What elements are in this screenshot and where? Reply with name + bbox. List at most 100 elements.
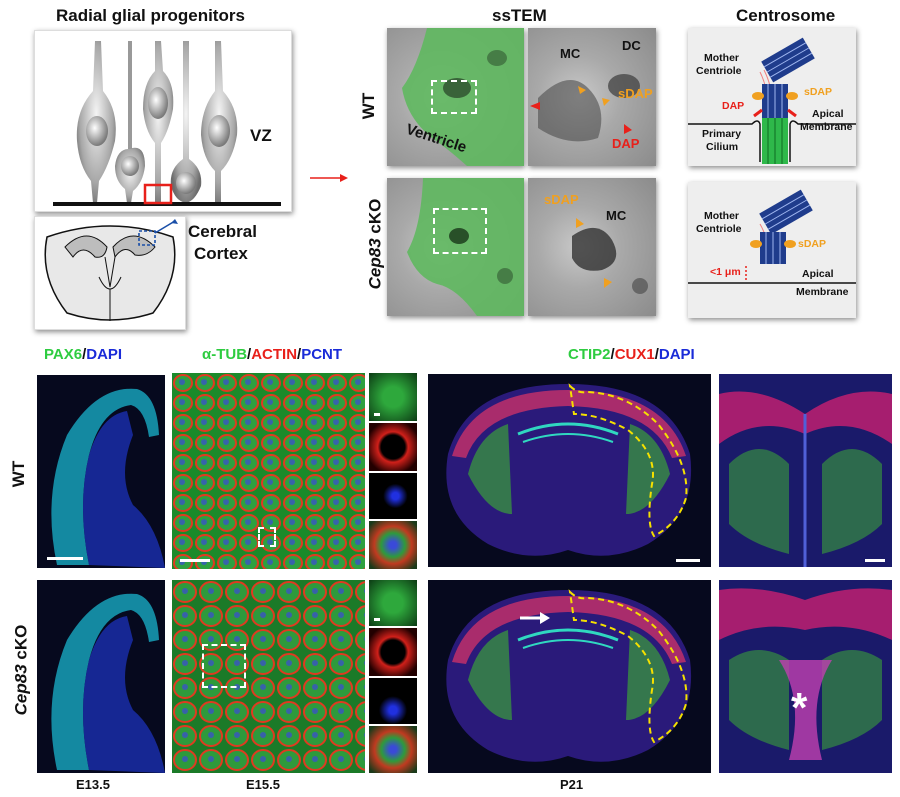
wt-centro-apical-1: Apical [812, 108, 844, 120]
wt-mc-label: MC [560, 46, 581, 61]
wt-sdap-label: sDAP [618, 86, 653, 101]
pcnt-label: PCNT [301, 346, 343, 363]
tub-cko-cells [172, 580, 365, 773]
inset-cko-green [369, 580, 417, 626]
stage-e155: E15.5 [246, 777, 280, 792]
ctip2-label: CTIP2 [568, 346, 611, 363]
pax6-dapi: DAPI [86, 346, 123, 363]
ctip-slash-1: / [610, 346, 615, 363]
pax6-label: PAX6 [44, 346, 83, 363]
brain-section-diagram [34, 216, 186, 330]
tub-slash-2: / [297, 346, 302, 363]
centrosome-wt-diagram: Mother Centriole sDAP DAP Apical Membran… [688, 28, 856, 166]
wt-dc-label: DC [622, 38, 641, 53]
cortex-label-1: Cerebral [188, 222, 257, 241]
bottom-wt-label: WT [9, 460, 29, 488]
radial-glia-illustration [53, 41, 281, 206]
top-cko-label: Cep83 cKO [365, 199, 385, 290]
pax6-cko-image [37, 580, 165, 773]
p21-cko-brain-image [428, 580, 711, 773]
cko-tem-centriole [572, 218, 648, 294]
actin-label: ACTIN [251, 346, 298, 363]
inset-cko-blue [369, 678, 417, 724]
pax6-cko-tissue [51, 593, 165, 773]
wt-tem-centriole [530, 74, 640, 142]
cko-tem-zoom-box [433, 208, 487, 254]
cko-tem-overview [387, 178, 524, 316]
inset-wt-merge [369, 521, 417, 569]
cko-centro-mother-1: Mother [704, 210, 739, 222]
cko-centro-apical-2: Membrane [796, 286, 849, 298]
tub-label: α-TUB [202, 346, 248, 363]
tub-wt-image [172, 373, 365, 569]
tub-slash-1: / [247, 346, 252, 363]
inset-cko-scale-bar [374, 618, 380, 621]
wt-tem-zoom: MC DC sDAP DAP [528, 28, 656, 166]
pax6-wt-image [37, 375, 165, 568]
pax6-slash: / [82, 346, 87, 363]
p21-wt-zoom-tissue [719, 374, 892, 567]
wt-centro-cilium-1: Primary [702, 128, 742, 140]
cortex-label-2: Cortex [194, 244, 248, 263]
centrosome-cko-diagram: Mother Centriole sDAP <1 μm Apical Membr… [688, 182, 856, 318]
inset-cko-merge [369, 726, 417, 773]
cko-centro-mother-2: Centriole [696, 223, 742, 235]
cko-mc-label: MC [606, 208, 627, 223]
centrosome-title: Centrosome [736, 6, 836, 25]
p21-cko-zoom-tissue [719, 580, 892, 773]
top-cko-suffix: cKO [365, 198, 385, 239]
cko-tem-zoom: sDAP MC [528, 178, 656, 316]
stage-p21: P21 [560, 777, 584, 792]
tub-header: α-TUB/ACTIN/PCNT [202, 346, 342, 363]
ctip-dapi-label: DAPI [658, 346, 695, 363]
cko-centro-distance: <1 μm [710, 266, 741, 278]
vz-label: VZ [250, 126, 272, 145]
wt-tem-zoom-box [431, 80, 477, 114]
cko-tem-cell [407, 178, 524, 316]
p21-wt-brain [446, 383, 692, 556]
p21-wt-scale-bar [676, 559, 700, 562]
cux1-label: CUX1 [614, 346, 655, 363]
bottom-cko-gene: Cep83 [11, 664, 31, 716]
ctip-slash-2: / [654, 346, 659, 363]
bottom-cko-label: Cep83 cKO [11, 625, 31, 716]
cko-centro-sdap: sDAP [798, 238, 827, 250]
radial-glial-title: Radial glial progenitors [56, 6, 245, 25]
bottom-cko-suffix: cKO [11, 624, 31, 665]
brain-outline-illustration [44, 219, 178, 321]
tub-cko-image [172, 580, 365, 773]
pax6-wt-tissue [51, 388, 165, 568]
wt-centro-mother-2: Centriole [696, 65, 742, 77]
wt-centro-mother-1: Mother [704, 52, 739, 64]
cko-sdap-label: sDAP [544, 192, 579, 207]
wt-tem-overview: Ventricle [387, 28, 524, 166]
p21-wt-brain-image [428, 374, 711, 567]
radial-glia-diagram [34, 30, 292, 212]
pax6-header: PAX6/DAPI [44, 346, 122, 363]
ctip-header: CTIP2/CUX1/DAPI [568, 346, 695, 363]
asterisk-marker: * [791, 684, 808, 731]
inset-wt-red [369, 423, 417, 471]
sstem-title: ssTEM [492, 6, 547, 25]
stage-e135: E13.5 [76, 777, 110, 792]
p21-wt-zoom-image [719, 374, 892, 567]
tub-cko-zoom-box [202, 644, 246, 688]
wt-centro-sdap: sDAP [804, 86, 833, 98]
pax6-wt-scale-bar [47, 557, 83, 560]
tub-wt-scale-bar [180, 559, 210, 562]
inset-wt-green [369, 373, 417, 421]
inset-cko-red [369, 628, 417, 676]
p21-cko-brain [446, 589, 692, 762]
wt-dap-label: DAP [612, 136, 640, 151]
top-wt-label: WT [359, 92, 379, 120]
red-arrow-icon [310, 174, 348, 182]
inset-wt-scale-bar [374, 413, 380, 416]
top-cko-gene: Cep83 [365, 238, 385, 290]
p21-cko-zoom-image: * [719, 580, 892, 773]
wt-centro-cilium-2: Cilium [706, 141, 739, 153]
tub-wt-zoom-box [258, 527, 276, 547]
inset-wt-blue [369, 473, 417, 519]
tub-wt-cells [172, 373, 365, 569]
wt-tem-cell [402, 28, 524, 166]
cko-centro-apical-1: Apical [802, 268, 834, 280]
